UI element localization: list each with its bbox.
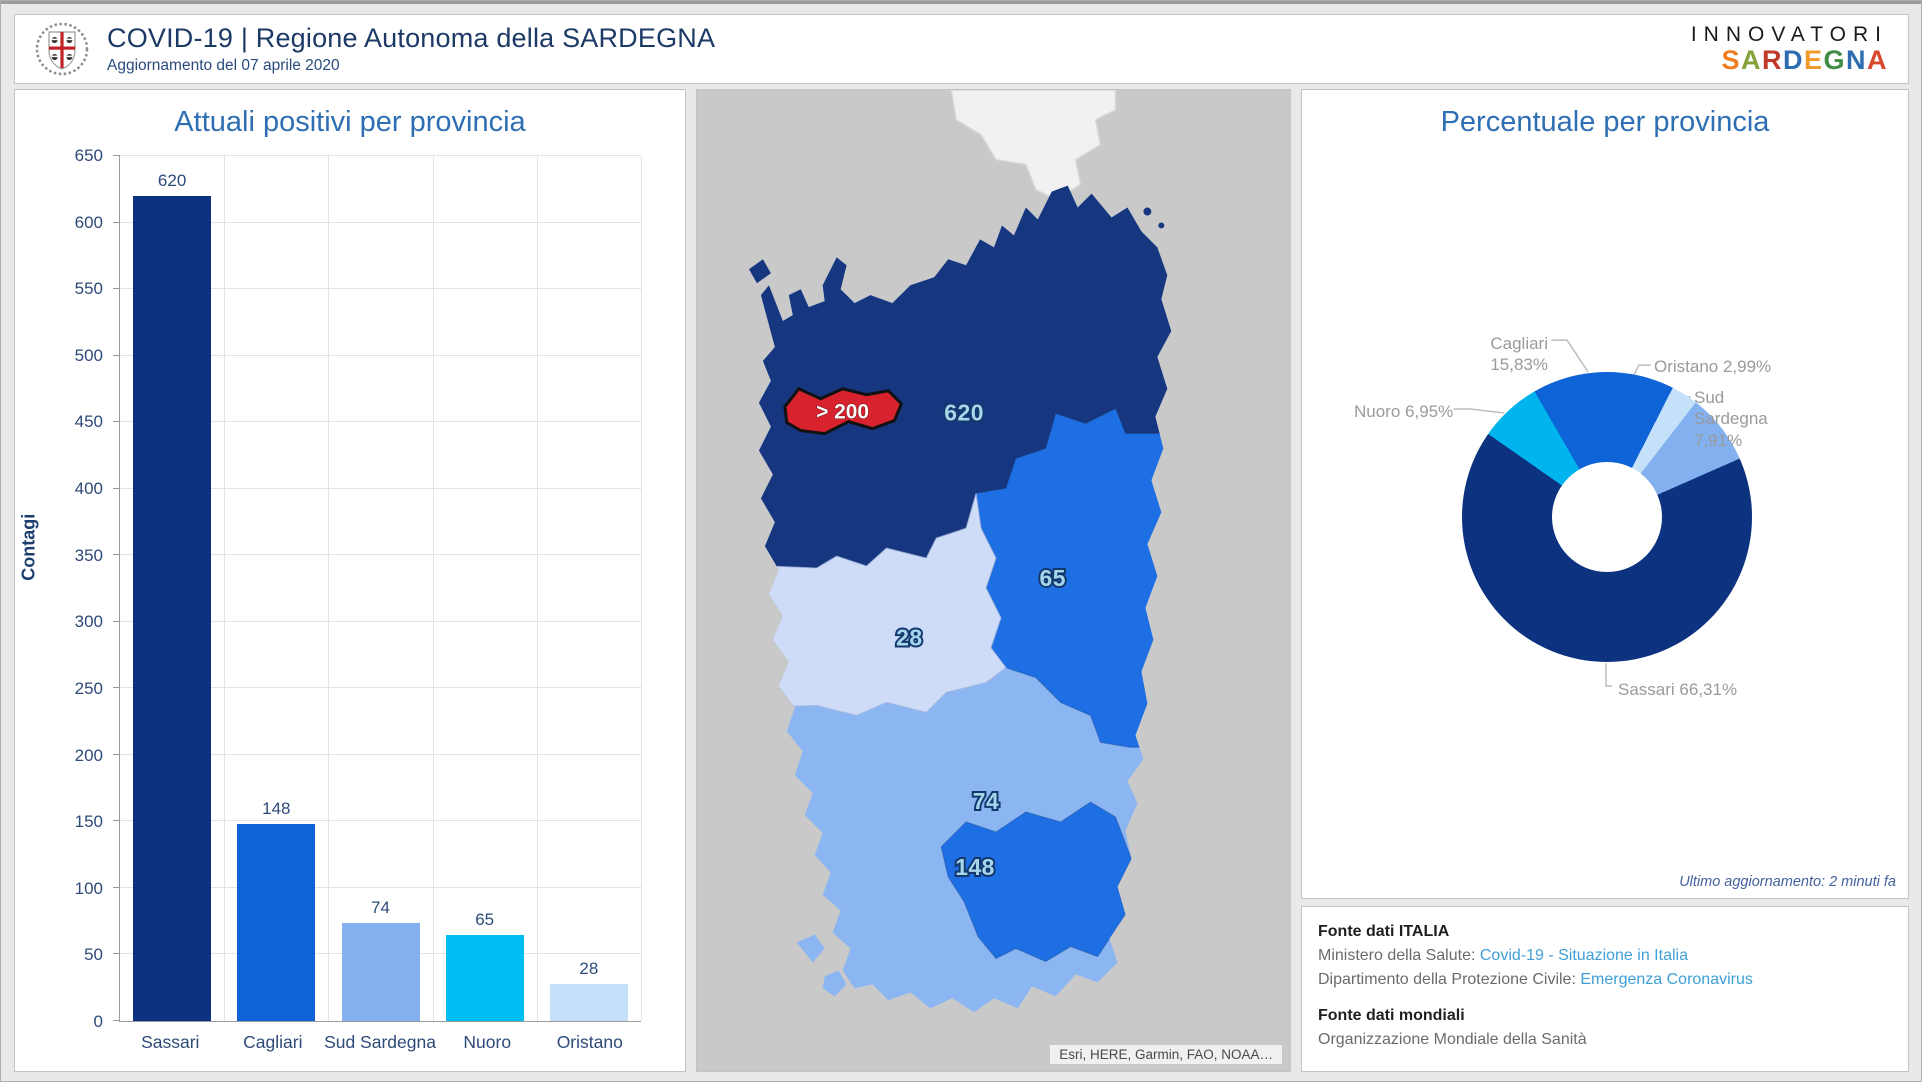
pie-chart-title: Percentuale per provincia — [1440, 106, 1770, 138]
y-axis-tick-label: 650 — [74, 146, 103, 165]
map-region-hotspot[interactable] — [783, 386, 904, 436]
brand-bottom-text: SARDEGNA — [1691, 46, 1888, 74]
map-island-san-pietro — [796, 934, 825, 963]
y-axis-tick-label: 250 — [74, 678, 103, 698]
bar-value-label: 65 — [475, 909, 495, 929]
brand-letter: A — [1867, 44, 1888, 75]
x-axis-label: Sud Sardegna — [324, 1032, 436, 1052]
map-label-nuoro: 65 — [1040, 565, 1066, 591]
brand-letter: G — [1823, 44, 1846, 75]
y-axis-tick-label: 150 — [74, 812, 103, 832]
map-region-corsica[interactable] — [950, 90, 1117, 201]
innovatori-sardegna-logo: INNOVATORI SARDEGNA — [1690, 22, 1888, 74]
map-label-sassari: 620 — [944, 400, 984, 426]
bar-sud-sardegna[interactable] — [341, 922, 420, 1021]
sources-italy-line1-label: Ministero della Salute: — [1318, 947, 1480, 964]
map-island-asinara — [748, 259, 771, 284]
pie-label-oristano: Oristano 2,99% — [1654, 357, 1772, 376]
map-label-hotspot: > 200 — [816, 401, 869, 424]
bar-cagliari[interactable] — [237, 824, 316, 1021]
y-axis-tick-label: 450 — [74, 412, 103, 432]
brand-letter: A — [1740, 44, 1762, 75]
bar-value-label: 148 — [262, 799, 291, 819]
bar-chart-title: Attuali positivi per provincia — [174, 106, 526, 138]
last-update-text: Ultimo aggiornamento: 2 minuti fa — [1679, 874, 1896, 890]
y-axis-tick-label: 350 — [74, 545, 103, 565]
y-axis-tick-label: 200 — [74, 745, 103, 765]
map-attribution: Esri, HERE, Garmin, FAO, NOAA… — [1050, 1045, 1282, 1064]
bar-value-label: 28 — [579, 958, 599, 978]
y-axis-tick-label: 300 — [74, 612, 103, 632]
pie-label-sud-sardegna: Sud Sardegna 7,91% — [1694, 387, 1768, 451]
sources-panel: Fonte dati ITALIA Ministero della Salute… — [1301, 906, 1909, 1072]
map-panel: > 200 620 65 28 74 148 Esri, HERE, Garmi… — [696, 89, 1291, 1072]
y-axis-tick-label: 600 — [74, 212, 103, 232]
map-island-sant-antioco — [822, 970, 847, 997]
x-axis-label: Oristano — [556, 1032, 623, 1052]
sources-world-line: Organizzazione Mondiale della Sanità — [1318, 1031, 1587, 1048]
pie-chart-panel: Percentuale per provincia Cagliari 15,83… — [1301, 89, 1909, 899]
sources-italy-line1: Ministero della Salute: Covid-19 - Situa… — [1318, 944, 1892, 968]
y-axis-tick-label: 550 — [74, 279, 103, 299]
sources-italy-line2-label: Dipartimento della Protezione Civile: — [1318, 971, 1581, 988]
link-covid19-situazione-italia[interactable]: Covid-19 - Situazione in Italia — [1479, 947, 1688, 964]
header: COVID-19 | Regione Autonoma della SARDEG… — [14, 14, 1909, 84]
x-axis-label: Sassari — [141, 1032, 200, 1052]
bar-value-label: 620 — [157, 170, 187, 190]
bar-value-label: 74 — [371, 897, 390, 917]
map-label-sud-sardegna: 74 — [973, 788, 999, 814]
pie-label-sud-line1: Sud — [1694, 388, 1725, 407]
pie-label-sud-line2: Sardegna — [1694, 409, 1768, 429]
x-axis-labels: Sassari Cagliari Sud Sardegna Nuoro Oristano — [119, 1032, 641, 1053]
pie-label-cagliari-pct: 15,83% — [1490, 355, 1548, 375]
brand-letter: N — [1846, 44, 1867, 75]
pie-label-nuoro: Nuoro 6,95% — [1354, 402, 1454, 421]
link-emergenza-coronavirus[interactable]: Emergenza Coronavirus — [1580, 971, 1753, 988]
sardegna-coat-of-arms-icon — [35, 22, 89, 76]
window-top-edge — [1, 1, 1921, 4]
y-axis: 0 50 100 150 200 250 300 350 400 450 500 550 600 650 — [15, 146, 111, 1031]
map-region-cagliari[interactable] — [940, 801, 1133, 963]
pie-label-sassari: Sassari 66,31% — [1618, 680, 1738, 699]
pie-label-sud-line3: 7,91% — [1694, 430, 1743, 450]
sardegna-map[interactable]: > 200 620 65 28 74 148 — [697, 90, 1290, 1071]
map-label-oristano: 28 — [896, 625, 922, 651]
bar-nuoro[interactable] — [445, 934, 524, 1021]
page-subtitle: Aggiornamento del 07 aprile 2020 — [107, 57, 340, 74]
sources-world-heading: Fonte dati mondiali — [1318, 1007, 1465, 1024]
bar-oristano[interactable] — [549, 983, 628, 1021]
brand-letter: R — [1761, 44, 1783, 75]
brand-top-text: INNOVATORI — [1690, 22, 1888, 46]
y-axis-tick-label: 0 — [93, 1012, 103, 1031]
brand-letter: D — [1782, 44, 1804, 75]
brand-letter: S — [1721, 44, 1741, 75]
y-axis-tick-label: 100 — [74, 878, 103, 898]
x-axis-label: Cagliari — [243, 1032, 303, 1052]
donut-chart[interactable] — [1462, 372, 1752, 662]
brand-letter: E — [1803, 44, 1824, 75]
page-title: COVID-19 | Regione Autonoma della SARDEG… — [107, 23, 716, 53]
bar-plot: 620 148 74 65 28 — [113, 155, 642, 1022]
pie-label-cagliari: Cagliari 15,83% — [1452, 333, 1548, 376]
sources-italy-heading: Fonte dati ITALIA — [1318, 923, 1450, 940]
y-axis-tick-label: 50 — [84, 945, 103, 965]
y-axis-tick-label: 400 — [74, 479, 103, 499]
pie-label-cagliari-name: Cagliari — [1490, 334, 1548, 353]
bar-sassari[interactable] — [133, 195, 212, 1021]
x-axis-label: Nuoro — [463, 1032, 512, 1052]
map-islet — [1158, 222, 1165, 229]
map-islet — [1143, 207, 1152, 216]
map-label-cagliari: 148 — [955, 854, 995, 880]
y-axis-tick-label: 500 — [74, 345, 103, 365]
bar-chart-panel: Attuali positivi per provincia Contagi 0… — [14, 89, 686, 1072]
sources-italy-line2: Dipartimento della Protezione Civile: Em… — [1318, 968, 1892, 992]
